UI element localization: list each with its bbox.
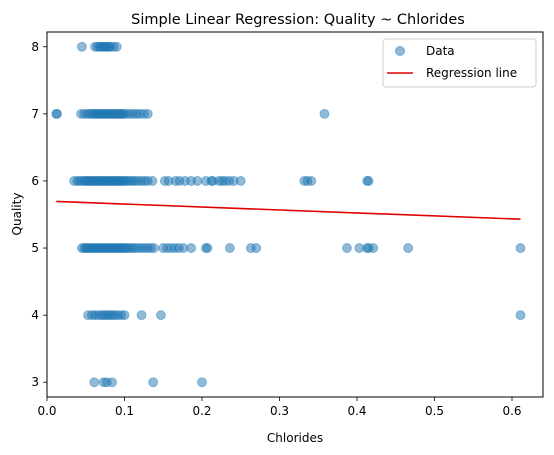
y-tick-label: 8 <box>31 40 39 54</box>
data-point <box>107 377 117 388</box>
x-tick-label: 0.6 <box>502 404 521 418</box>
plot-area <box>51 41 526 388</box>
regression-line <box>56 200 521 220</box>
data-point <box>136 310 147 321</box>
y-tick-label: 3 <box>31 375 39 389</box>
x-tick-label: 0.4 <box>347 404 366 418</box>
y-tick-label: 5 <box>31 241 39 255</box>
data-point <box>156 310 166 321</box>
data-point <box>342 243 352 253</box>
data-point <box>142 108 153 119</box>
y-axis-title: Quality <box>10 193 24 236</box>
y-axis-ticks: 3 4 5 6 7 8 <box>31 40 47 389</box>
data-point <box>515 310 526 321</box>
x-tick-label: 0.3 <box>270 404 289 418</box>
data-point <box>363 176 374 186</box>
y-tick-label: 4 <box>31 308 39 322</box>
legend-box <box>382 38 537 88</box>
data-point <box>192 176 203 186</box>
data-point <box>119 310 130 321</box>
data-point <box>149 243 159 253</box>
x-tick-label: 0.5 <box>425 404 444 418</box>
x-axis-title: Chlorides <box>267 431 323 445</box>
data-point <box>306 176 317 186</box>
data-point <box>319 108 330 119</box>
data-point <box>52 108 62 119</box>
data-point <box>76 41 87 52</box>
data-point <box>111 41 122 52</box>
legend-label-regression-line: Regression line <box>426 66 517 80</box>
x-tick-label: 0.1 <box>115 404 134 418</box>
data-point <box>202 243 213 253</box>
data-point <box>251 243 262 253</box>
data-point <box>235 176 246 186</box>
x-axis-ticks: 0.0 0.1 0.2 0.3 0.4 0.5 0.6 <box>37 397 522 418</box>
data-point <box>368 243 379 253</box>
data-point <box>515 243 526 253</box>
legend-marker-data <box>395 46 405 56</box>
chart-title: Simple Linear Regression: Quality ~ Chlo… <box>131 12 465 28</box>
x-tick-label: 0.2 <box>192 404 211 418</box>
x-tick-label: 0.0 <box>37 404 56 418</box>
y-tick-label: 7 <box>31 107 39 121</box>
data-point <box>89 377 100 388</box>
data-point <box>197 377 207 388</box>
y-tick-label: 6 <box>31 174 39 188</box>
data-point <box>186 243 197 253</box>
data-point <box>148 377 159 388</box>
legend: Data Regression line <box>382 38 537 88</box>
data-point <box>403 243 414 253</box>
axes-frame <box>46 31 544 398</box>
legend-label-data: Data <box>426 44 455 58</box>
data-point <box>147 176 158 186</box>
data-point <box>224 243 235 253</box>
